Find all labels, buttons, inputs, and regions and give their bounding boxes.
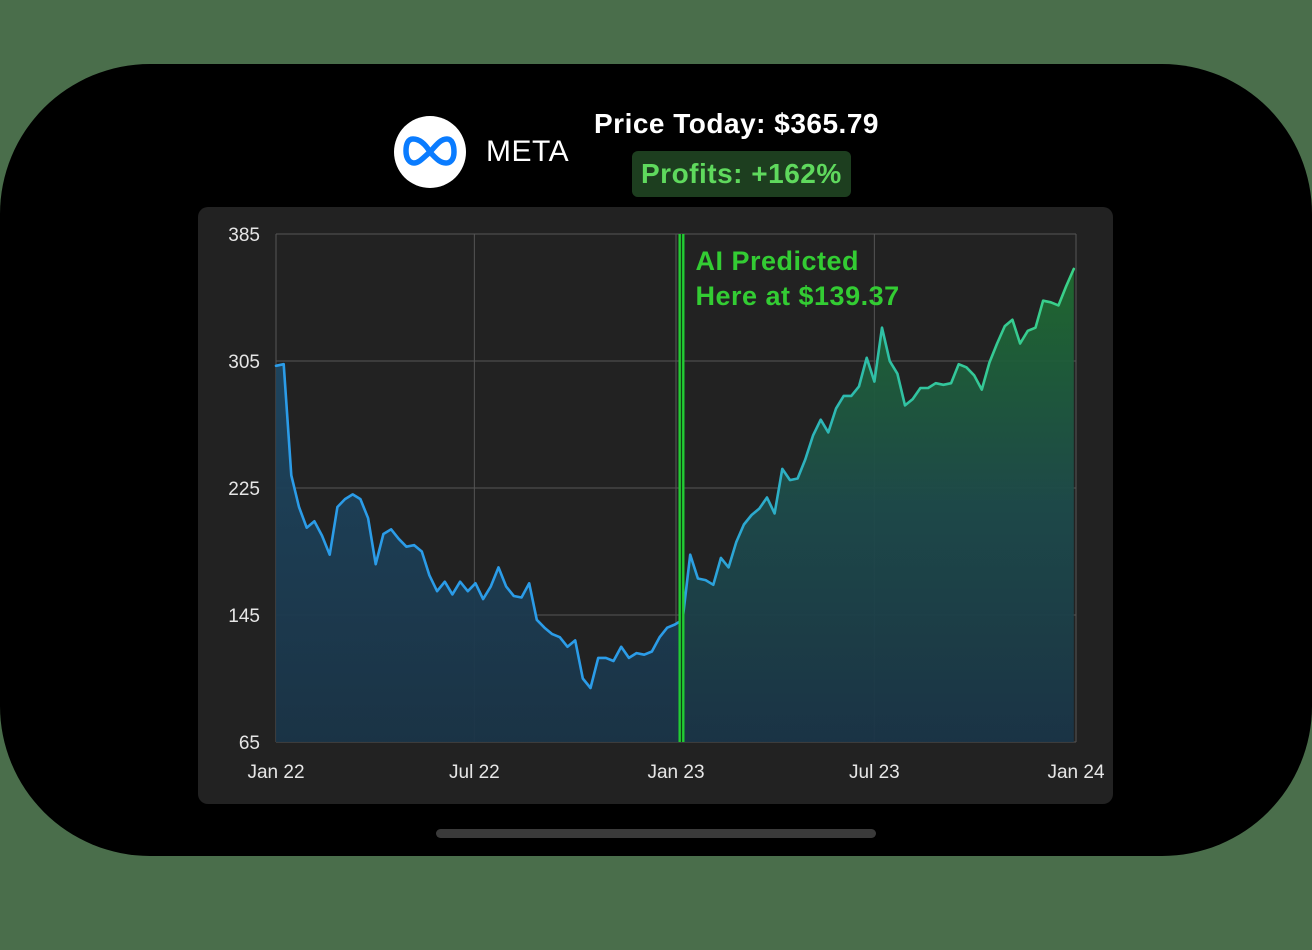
y-tick-label: 225	[228, 479, 260, 500]
home-indicator	[436, 829, 876, 838]
price-today: Price Today: $365.79	[594, 108, 879, 140]
meta-logo	[394, 116, 466, 188]
x-tick-label: Jan 23	[647, 762, 704, 783]
stock-header: META Price Today: $365.79 Profits: +162%	[0, 0, 1312, 210]
ticker-symbol: META	[486, 135, 569, 169]
y-tick-label: 65	[239, 733, 260, 754]
area-layer	[276, 269, 1074, 742]
annotation-line2: Here at $139.37	[695, 281, 899, 311]
x-tick-label: Jul 22	[449, 762, 500, 783]
x-tick-label: Jan 22	[247, 762, 304, 783]
y-tick-label: 305	[228, 352, 260, 373]
chart-card: 65 145 225 305 385 Jan 22 Jul 22 Jan 23 Jul 23 Ja…	[198, 207, 1113, 804]
y-tick-label: 385	[228, 225, 260, 246]
ai-prediction-marker-core	[681, 234, 682, 742]
x-tick-label: Jul 23	[849, 762, 900, 783]
price-chart: 65 145 225 305 385 Jan 22 Jul 22 Jan 23 Jul 23 Ja…	[198, 207, 1113, 804]
annotation-line1: AI Predicted	[695, 246, 859, 276]
y-tick-label: 145	[228, 606, 260, 627]
profits-badge: Profits: +162%	[632, 151, 851, 197]
meta-infinity-logo-icon	[402, 134, 458, 170]
x-tick-label: Jan 24	[1047, 762, 1104, 783]
